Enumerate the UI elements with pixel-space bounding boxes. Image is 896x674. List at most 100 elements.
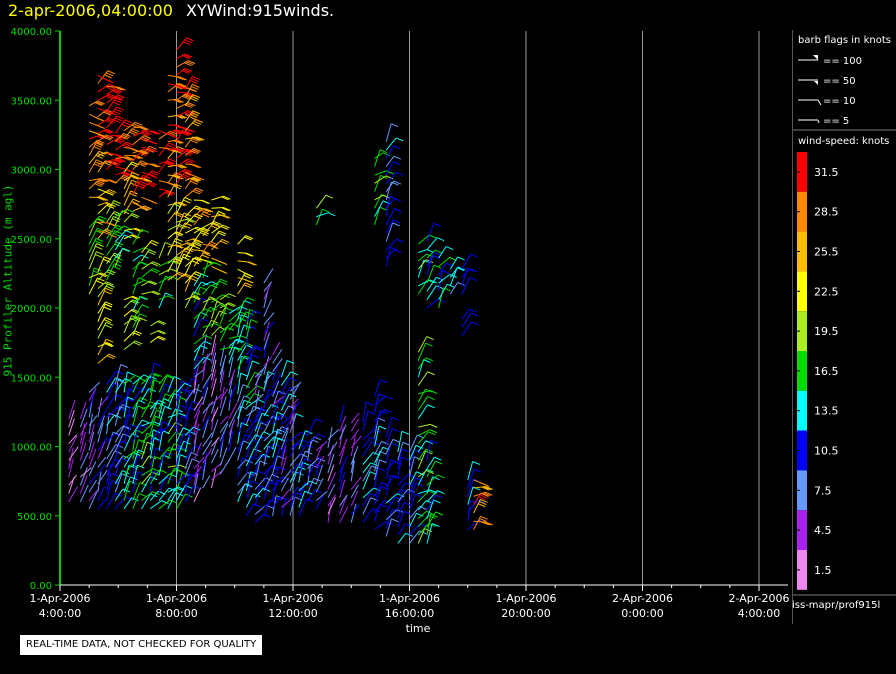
speed-color-swatch [797, 510, 807, 550]
wind-barb [397, 442, 404, 461]
wind-barb [397, 456, 403, 478]
barb-flag [434, 249, 443, 254]
wind-barb [97, 436, 108, 451]
barb-flag [433, 499, 441, 504]
barb-flag [114, 263, 122, 268]
barb-flag [197, 136, 205, 141]
barb-flag [164, 384, 173, 388]
wind-barb [106, 241, 117, 256]
barb-flag [141, 304, 150, 309]
barb-flag [158, 329, 167, 334]
wind-barb [461, 312, 472, 328]
barb-flag [173, 124, 181, 129]
wind-barb [68, 446, 79, 461]
barb-flag [426, 470, 434, 474]
barb-flag [425, 448, 434, 453]
wind-barb [106, 158, 119, 162]
barb-flag [154, 455, 162, 460]
barb-flag [173, 443, 182, 448]
wind-barb [193, 465, 203, 478]
barb-flag [152, 261, 161, 266]
wind-barb [374, 194, 384, 201]
wind-barb [97, 288, 107, 306]
barb-flag [103, 319, 112, 324]
wind-barb [237, 458, 243, 478]
barb-flag [122, 176, 130, 180]
barb-flag [390, 123, 399, 128]
wind-barb [185, 176, 195, 182]
wind-barb [202, 284, 212, 295]
wind-barb [272, 372, 282, 389]
wind-barb [106, 85, 119, 88]
barb-flag [170, 275, 178, 280]
wind-barb [106, 472, 112, 493]
wind-barb [374, 499, 385, 514]
wind-barb [114, 378, 126, 393]
wind-barb [449, 266, 459, 278]
wind-barb [417, 259, 427, 270]
barb-flag [181, 380, 190, 385]
barb-flag [148, 182, 156, 187]
barb-flag [121, 473, 130, 478]
barb-flag [158, 335, 166, 340]
wind-barb [272, 358, 283, 373]
wind-barb [184, 291, 194, 309]
barb-flag [401, 448, 409, 453]
wind-barb [397, 523, 406, 536]
wind-barb [132, 471, 139, 493]
barb-flag [184, 93, 193, 98]
wind-barb [141, 261, 154, 270]
barb-flag [480, 498, 488, 503]
wind-barb [307, 477, 315, 494]
wind-barb [185, 226, 198, 234]
wind-barb [350, 435, 362, 449]
wind-barb [150, 329, 160, 335]
barb-flag [485, 486, 493, 490]
wind-barb [385, 518, 392, 537]
wind-barb [211, 470, 223, 481]
wind-barb [184, 213, 197, 226]
wind-barb [426, 499, 435, 519]
wind-barb [149, 437, 155, 460]
barb-flag [164, 189, 173, 194]
wind-barb [263, 284, 271, 300]
wind-barb [141, 476, 151, 493]
barb-flag [385, 175, 394, 180]
wind-barb [409, 493, 416, 511]
wind-barb [150, 320, 160, 327]
wind-barb [228, 317, 240, 331]
wind-barb [280, 438, 288, 458]
wind-barb [193, 340, 205, 353]
barb-flag [433, 264, 442, 269]
wind-barb [211, 230, 220, 242]
wind-barb [210, 342, 217, 364]
barb-flag [201, 250, 209, 255]
wind-barb [167, 443, 175, 460]
wind-barb [88, 487, 100, 501]
barb-flag [214, 221, 222, 226]
wind-barb [149, 447, 157, 468]
wind-barb [219, 459, 230, 475]
barb-flag [223, 214, 231, 219]
wind-barb [362, 411, 369, 432]
barb-flag [131, 179, 139, 184]
wind-barb [426, 277, 437, 292]
wind-barb [289, 404, 296, 425]
wind-barb [141, 493, 151, 510]
wind-barb [185, 238, 195, 242]
wind-barb [409, 434, 418, 453]
wind-barb [184, 388, 196, 403]
barb-flag [479, 481, 487, 486]
wind-barb [245, 456, 253, 475]
wind-barb [362, 402, 367, 424]
barb-flag [367, 410, 376, 415]
wind-barb [68, 434, 78, 445]
barb-flag [94, 183, 102, 187]
wind-barb [106, 263, 115, 281]
wind-barb [176, 405, 181, 426]
barb-flag [128, 388, 136, 393]
wind-barb [176, 415, 183, 435]
wind-barb [123, 497, 133, 510]
barb-flag [152, 170, 160, 175]
barb-flag [314, 489, 323, 494]
